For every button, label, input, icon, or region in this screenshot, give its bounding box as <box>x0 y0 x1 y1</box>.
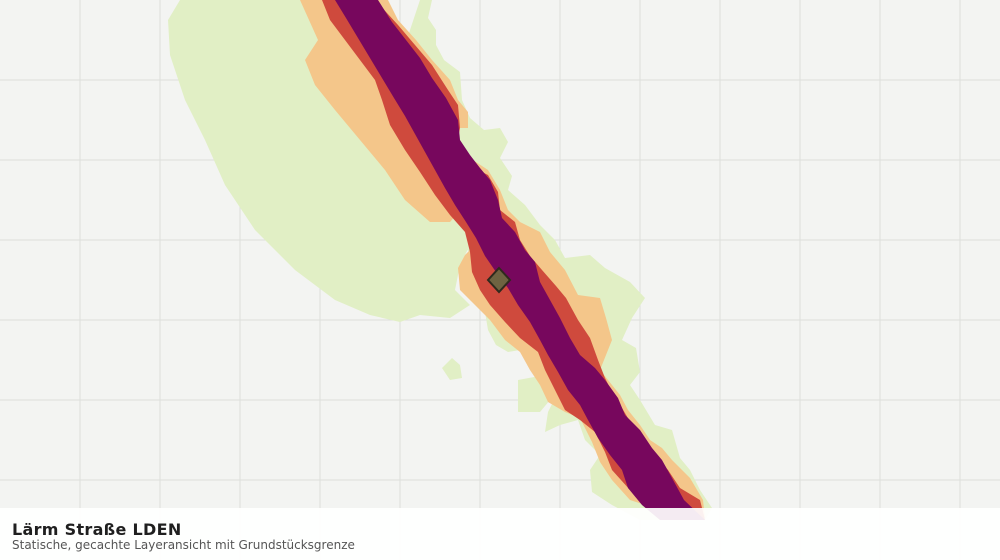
layer-title: Lärm Straße LDEN <box>12 520 182 539</box>
noise-band-very-high <box>335 0 705 520</box>
parcel-boundary-marker-icon[interactable] <box>486 266 512 294</box>
layer-subtitle: Statische, gecachte Layeransicht mit Gru… <box>12 538 355 552</box>
layer-info-panel: Lärm Straße LDEN Statische, gecachte Lay… <box>0 508 1000 560</box>
